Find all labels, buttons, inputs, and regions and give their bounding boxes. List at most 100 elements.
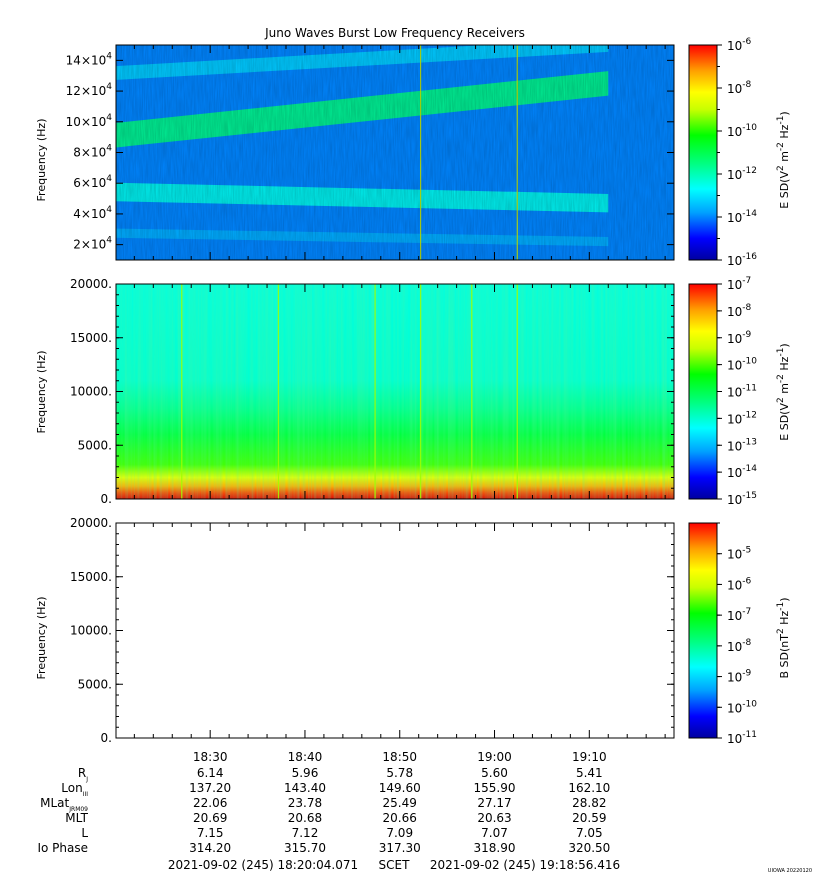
y-tick-label: 4×104 — [73, 205, 112, 221]
footer-start-time: 2021-09-02 (245) 18:20:04.071 — [168, 858, 358, 872]
upper-colorbar-ticks: 10-16 10-14 10-12 10-10 10-8 10-6 — [717, 37, 757, 268]
colorbar-tick-label: 10-6 — [727, 576, 752, 592]
colorbar-tick-label: 10-8 — [727, 638, 752, 654]
ephemeris-value: 7.09 — [386, 826, 413, 840]
colorbar-tick-label: 10-11 — [727, 384, 757, 400]
ephemeris-value: 23.78 — [288, 796, 322, 810]
middle-panel-marks — [181, 284, 518, 499]
ephemeris-value: 149.60 — [379, 781, 421, 795]
upper-panel-ylabel: Frequency (Hz) — [35, 119, 48, 202]
colorbar-tick-label: 10-10 — [727, 699, 757, 715]
y-tick-label: 10000. — [70, 624, 112, 638]
y-tick-label: 0. — [101, 731, 112, 745]
y-tick-label: 15000. — [70, 331, 112, 345]
ephemeris-value: 28.82 — [572, 796, 606, 810]
ephemeris-value: 314.20 — [189, 841, 231, 855]
colorbar-tick-label: 10-7 — [727, 607, 751, 623]
y-tick-label: 2×104 — [73, 236, 112, 252]
ephemeris-row-label: RJ — [78, 766, 88, 783]
ephemeris-value: 20.66 — [383, 811, 417, 825]
ephemeris-value: 315.70 — [284, 841, 326, 855]
colorbar-tick-label: 10-14 — [727, 209, 757, 225]
colorbar-tick-label: 10-13 — [727, 437, 757, 453]
ephemeris-value: 162.10 — [568, 781, 610, 795]
colorbar-tick-label: 10-12 — [727, 166, 757, 182]
y-tick-label: 20000. — [70, 277, 112, 291]
colorbar-tick-label: 10-9 — [727, 669, 752, 685]
ephemeris-value: 7.15 — [197, 826, 224, 840]
upper-panel-noise — [116, 45, 674, 260]
ephemeris-value: 27.17 — [477, 796, 511, 810]
time-label: 18:50 — [382, 750, 417, 764]
ephemeris-value: 7.12 — [292, 826, 319, 840]
ephemeris-value: 20.68 — [288, 811, 322, 825]
ephemeris-value: 20.63 — [477, 811, 511, 825]
y-tick-label: 15000. — [70, 570, 112, 584]
ephemeris-value: 5.96 — [292, 766, 319, 780]
y-tick-label: 12×104 — [66, 82, 113, 98]
y-tick-label: 5000. — [78, 677, 112, 691]
lower-colorbar-label: B SD(nT2 Hz-1) — [776, 597, 791, 678]
colorbar-tick-label: 10-8 — [727, 303, 752, 319]
ephemeris-value: 25.49 — [383, 796, 417, 810]
y-tick-label: 5000. — [78, 438, 112, 452]
colorbar-tick-label: 10-11 — [727, 730, 757, 746]
middle-panel-ticks: 0. 5000. 10000. 15000. 20000. — [70, 277, 674, 506]
time-label: 18:30 — [193, 750, 228, 764]
colorbar-tick-label: 10-9 — [727, 330, 752, 346]
ephemeris-value: 137.20 — [189, 781, 231, 795]
y-tick-label: 20000. — [70, 516, 112, 530]
y-tick-label: 10×104 — [66, 113, 113, 129]
footer-end-time: 2021-09-02 (245) 19:18:56.416 — [430, 858, 620, 872]
ephemeris-row-label: Io Phase — [37, 841, 88, 855]
colorbar-tick-label: 10-5 — [727, 546, 751, 562]
ephemeris-value: 320.50 — [568, 841, 610, 855]
chart-title: Juno Waves Burst Low Frequency Receivers — [264, 26, 525, 40]
y-tick-label: 0. — [101, 492, 112, 506]
time-label: 18:40 — [288, 750, 323, 764]
ephemeris-value: 7.05 — [576, 826, 603, 840]
colorbar-tick-label: 10-14 — [727, 464, 757, 480]
ephemeris-table: 18:30 18:40 18:50 19:00 19:10 RJ 6.14 5.96 5.78 5… — [37, 750, 610, 855]
upper-colorbar-label: E SD(V2 m-2 Hz-1) — [776, 111, 791, 208]
y-tick-label: 8×104 — [73, 144, 112, 160]
ephemeris-row-label: LonIII — [61, 781, 88, 798]
ephemeris-value: 5.41 — [576, 766, 603, 780]
colorbar-tick-label: 10-12 — [727, 410, 757, 426]
ephemeris-value: 6.14 — [197, 766, 224, 780]
colorbar-tick-label: 10-7 — [727, 276, 751, 292]
y-tick-label: 10000. — [70, 385, 112, 399]
ephemeris-value: 5.78 — [386, 766, 413, 780]
colorbar-tick-label: 10-8 — [727, 80, 752, 96]
ephemeris-value: 7.07 — [481, 826, 508, 840]
ephemeris-value: 5.60 — [481, 766, 508, 780]
colorbar-tick-label: 10-10 — [727, 357, 757, 373]
colorbar-tick-label: 10-16 — [727, 252, 757, 268]
time-label: 19:00 — [477, 750, 512, 764]
ephemeris-value: 22.06 — [193, 796, 227, 810]
middle-panel: 0. 5000. 10000. 15000. 20000. Frequency (Hz)… — [35, 276, 791, 507]
time-label: 19:10 — [572, 750, 607, 764]
lower-colorbar — [688, 522, 718, 739]
lower-panel-ylabel: Frequency (Hz) — [35, 597, 48, 680]
upper-panel: 2×104 4×104 6×104 8×104 10×104 12×104 14×104 F… — [35, 37, 791, 268]
y-tick-label: 6×104 — [73, 174, 112, 190]
lower-colorbar-ticks: 10-11 10-10 10-9 10-8 10-7 10-6 10-5 — [717, 522, 757, 746]
middle-colorbar-label: E SD(V2 m-2 Hz-1) — [776, 343, 791, 440]
lower-panel-background — [115, 522, 675, 739]
colorbar-tick-label: 10-15 — [727, 491, 757, 507]
upper-panel-ticks: 2×104 4×104 6×104 8×104 10×104 12×104 14×104 — [66, 45, 674, 260]
ephemeris-value: 317.30 — [379, 841, 421, 855]
ephemeris-value: 155.90 — [474, 781, 516, 795]
footer-scet: SCET — [379, 858, 411, 872]
colorbar-tick-label: 10-10 — [727, 123, 757, 139]
upper-colorbar — [688, 44, 718, 261]
footer-credit: UIOWA 20220120 — [768, 868, 812, 874]
ephemeris-row-label: L — [81, 826, 88, 840]
ephemeris-value: 318.90 — [474, 841, 516, 855]
ephemeris-row-label: MLT — [65, 811, 88, 825]
colorbar-tick-label: 10-6 — [727, 37, 752, 53]
lower-panel: 0. 5000. 10000. 15000. 20000. Frequency (Hz)… — [35, 516, 791, 746]
ephemeris-value: 143.40 — [284, 781, 326, 795]
